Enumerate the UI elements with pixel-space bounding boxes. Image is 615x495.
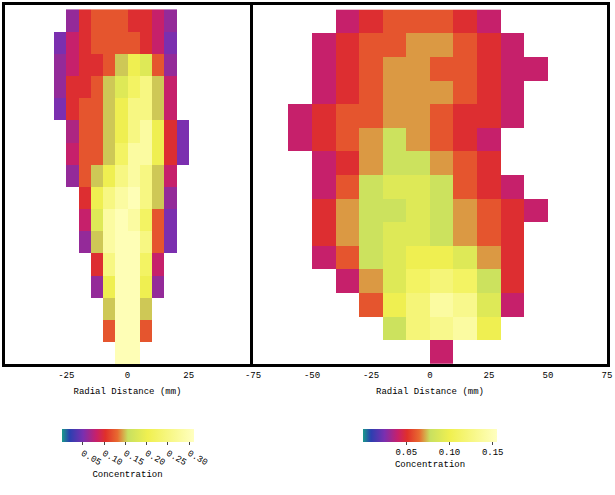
- svg-text:25: 25: [484, 371, 495, 381]
- svg-text:0.25: 0.25: [164, 449, 188, 468]
- svg-text:0: 0: [125, 371, 130, 381]
- svg-text:0.10: 0.10: [439, 448, 461, 458]
- svg-text:0.05: 0.05: [395, 448, 417, 458]
- svg-text:0.15: 0.15: [122, 449, 146, 468]
- svg-text:Radial Distance (mm): Radial Distance (mm): [73, 387, 181, 397]
- svg-text:0.30: 0.30: [185, 449, 209, 468]
- svg-text:0.15: 0.15: [482, 448, 504, 458]
- svg-text:-75: -75: [245, 371, 261, 381]
- svg-text:75: 75: [602, 371, 613, 381]
- svg-text:0: 0: [427, 371, 432, 381]
- svg-text:50: 50: [543, 371, 554, 381]
- svg-text:-25: -25: [58, 371, 74, 381]
- svg-text:-25: -25: [363, 371, 379, 381]
- svg-text:0.10: 0.10: [100, 449, 124, 468]
- svg-text:0.20: 0.20: [143, 449, 167, 468]
- svg-text:Radial Distance (mm): Radial Distance (mm): [376, 387, 484, 397]
- svg-text:0.05: 0.05: [79, 449, 103, 468]
- svg-text:-50: -50: [304, 371, 320, 381]
- svg-text:25: 25: [183, 371, 194, 381]
- svg-text:Concentration: Concentration: [92, 470, 162, 480]
- svg-text:Concentration: Concentration: [395, 460, 465, 470]
